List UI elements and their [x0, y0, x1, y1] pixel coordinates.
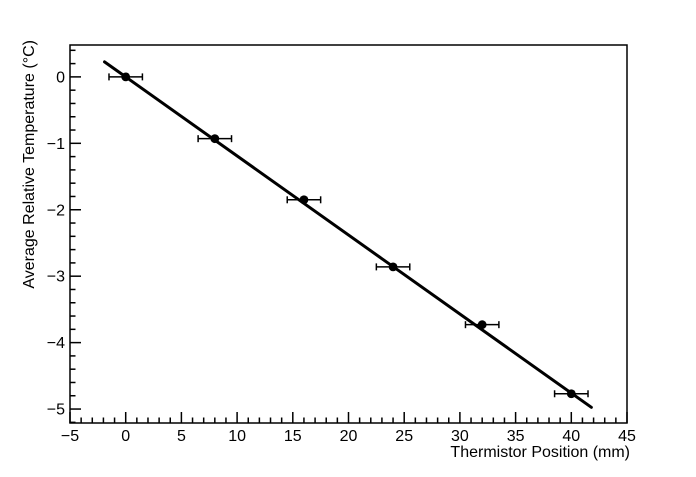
fit-line [103, 60, 593, 409]
x-tick-label: 25 [395, 428, 413, 445]
fit-layer [103, 60, 593, 409]
y-tick-label: −5 [47, 402, 65, 419]
x-tick-label: 40 [562, 428, 580, 445]
x-tick-label: 30 [451, 428, 469, 445]
data-point-marker [388, 262, 398, 272]
x-tick-label: 15 [284, 428, 302, 445]
x-tick-label: −5 [61, 428, 79, 445]
y-tick-label: 0 [56, 69, 65, 86]
x-tick-label: 0 [121, 428, 130, 445]
y-tick-label: −1 [47, 136, 65, 153]
data-point-marker [299, 195, 309, 205]
x-axis-title: Thermistor Position (mm) [450, 444, 630, 461]
x-tick-label: 35 [507, 428, 525, 445]
axes-layer: −5 0 5 10 15 20 25 30 35 40 45 −5 −4 −3 −2 −1 0 [47, 49, 636, 445]
y-tick-label: −4 [47, 335, 65, 352]
plot-frame [69, 44, 628, 424]
x-tick-label: 5 [177, 428, 186, 445]
y-tick-label: −2 [47, 202, 65, 219]
y-tick-label: −3 [47, 269, 65, 286]
data-point-marker [210, 134, 220, 144]
y-axis-title: Average Relative Temperature (°C) [21, 40, 38, 289]
x-tick-label: 10 [228, 428, 246, 445]
data-point-marker [121, 72, 131, 82]
data-point-marker [477, 320, 487, 330]
x-tick-label: 45 [618, 428, 636, 445]
x-tick-label: 20 [340, 428, 358, 445]
data-point-marker [566, 389, 576, 399]
data-layer [108, 72, 589, 399]
